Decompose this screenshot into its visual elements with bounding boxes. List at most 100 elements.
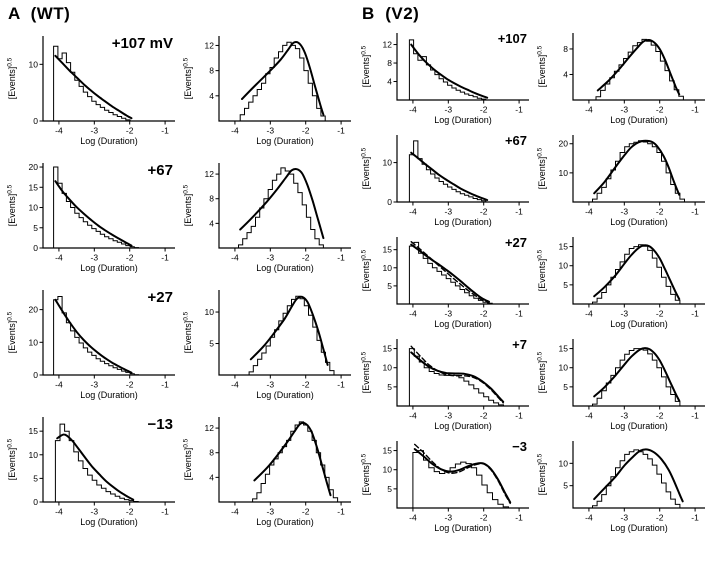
x-tick-label: -3: [91, 253, 99, 263]
y-tick-label: 4: [563, 69, 568, 79]
axis-lines: [218, 36, 351, 122]
fit-curve-solid: [241, 41, 325, 116]
y-tick-label: 10: [559, 261, 569, 271]
x-axis-label: Log (Duration): [80, 263, 138, 273]
panel-B-chart-grid: 4 8 12 -4 -3 -2 -1 Log (Duration) [Events]0.5 +10…: [360, 25, 714, 534]
x-tick-label: -3: [267, 126, 275, 136]
x-tick-label: -4: [585, 207, 593, 217]
x-tick-label: -4: [55, 380, 63, 390]
chart-svg-A1R: 4 8 12 -4 -3 -2 -1 Log (Duration) [Events]0.5: [183, 36, 351, 146]
x-tick-label: -2: [126, 253, 134, 263]
x-tick-label: -3: [445, 207, 453, 217]
x-tick-label: -3: [445, 411, 453, 421]
x-axis-label: Log (Duration): [256, 136, 314, 146]
x-tick-label: -3: [91, 380, 99, 390]
chart-svg-B1R: 4 8 -4 -3 -2 -1 Log (Duration) [Events]0.5: [537, 33, 705, 125]
x-tick-label: -4: [585, 309, 593, 319]
x-tick-label: -1: [691, 513, 699, 523]
y-tick-label: 15: [29, 182, 39, 192]
chart-B1R-open-times: 4 8 -4 -3 -2 -1 Log (Duration) [Events]0.5: [536, 25, 710, 126]
x-tick-label: -3: [621, 309, 629, 319]
x-axis-label: Log (Duration): [610, 523, 668, 533]
x-tick-label: -4: [55, 507, 63, 517]
x-tick-label: -4: [585, 513, 593, 523]
y-tick-label: 15: [559, 344, 569, 354]
chart-A2L-closed-times: 0 5 10 15 20 -4 -3 -2 -1 Log (Duration) [Events]0.…: [6, 152, 180, 276]
panel-A-chart-grid: 0 10 -4 -3 -2 -1 Log (Duration) [Events]0.5 +107…: [6, 25, 354, 530]
panel-A-title: A (WT): [8, 4, 71, 23]
x-axis-label: Log (Duration): [256, 517, 314, 527]
chart-A4R-open-times: 4 8 12 -4 -3 -2 -1 Log (Duration) [Events]0.5: [182, 406, 356, 530]
chart-B3L-closed-times: 5 10 15 -4 -3 -2 -1 Log (Duration) [Events]0.5 +2…: [360, 229, 534, 330]
voltage-label: +107: [498, 31, 527, 46]
y-tick-label: 15: [29, 426, 39, 436]
x-tick-label: -1: [161, 380, 169, 390]
chart-svg-A1L: 0 10 -4 -3 -2 -1 Log (Duration) [Events]0.5 +107…: [7, 35, 175, 146]
x-tick-label: -4: [409, 513, 417, 523]
y-tick-label: 10: [29, 59, 39, 69]
voltage-label: −3: [512, 439, 527, 454]
y-tick-label: 5: [33, 473, 38, 483]
y-tick-label: 8: [563, 44, 568, 54]
axis-lines: [218, 290, 351, 376]
x-tick-label: -4: [231, 253, 239, 263]
x-tick-label: -2: [480, 207, 488, 217]
y-tick-label: 12: [205, 40, 215, 50]
x-tick-label: -4: [409, 411, 417, 421]
x-tick-label: -2: [480, 513, 488, 523]
x-tick-label: -4: [231, 507, 239, 517]
y-tick-label: 15: [383, 446, 393, 456]
y-tick-label: 4: [209, 218, 214, 228]
x-tick-label: -3: [267, 253, 275, 263]
fit-curve-solid: [593, 347, 681, 402]
x-axis-label: Log (Duration): [610, 421, 668, 431]
x-axis-label: Log (Duration): [256, 390, 314, 400]
y-tick-label: 0: [387, 197, 392, 207]
y-axis-label: [Events]0.5: [361, 351, 372, 393]
x-tick-label: -4: [231, 380, 239, 390]
y-axis-label: [Events]0.5: [361, 45, 372, 87]
chart-A3R-open-times: 5 10 -4 -3 -2 -1 Log (Duration) [Events]0.5: [182, 279, 356, 403]
fit-curve-dashed: [410, 241, 490, 304]
x-tick-label: -1: [337, 126, 345, 136]
voltage-label: −13: [148, 416, 173, 433]
x-tick-label: -1: [515, 411, 523, 421]
y-tick-label: 5: [563, 481, 568, 491]
x-tick-label: -1: [691, 411, 699, 421]
y-tick-label: 10: [29, 450, 39, 460]
chart-B2L-closed-times: 0 10 -4 -3 -2 -1 Log (Duration) [Events]0.5 +67: [360, 127, 534, 228]
fit-curve-solid: [410, 43, 489, 99]
histogram-steps: [252, 421, 339, 502]
chart-svg-B3L: 5 10 15 -4 -3 -2 -1 Log (Duration) [Events]0.5 +2…: [361, 235, 529, 329]
x-axis-label: Log (Duration): [434, 421, 492, 431]
y-axis-label: [Events]0.5: [7, 57, 18, 99]
x-tick-label: -2: [302, 126, 310, 136]
y-tick-label: 8: [387, 58, 392, 68]
x-tick-label: -3: [91, 507, 99, 517]
x-tick-label: -1: [337, 253, 345, 263]
x-axis-label: Log (Duration): [610, 319, 668, 329]
chart-svg-B5R: 5 10 -4 -3 -2 -1 Log (Duration) [Events]0.5: [537, 441, 705, 533]
axis-lines: [218, 417, 351, 503]
x-tick-label: -3: [267, 380, 275, 390]
chart-svg-B3R: 5 10 15 -4 -3 -2 -1 Log (Duration) [Events]0.5: [537, 237, 705, 329]
fit-curve-solid: [54, 180, 133, 247]
y-axis-label: [Events]0.5: [183, 438, 194, 480]
axis-lines: [572, 135, 705, 203]
y-tick-label: 5: [33, 223, 38, 233]
y-tick-label: 5: [387, 382, 392, 392]
chart-svg-B5L: 5 10 15 -4 -3 -2 -1 Log (Duration) [Events]0.5 −3: [361, 439, 529, 533]
axis-lines: [572, 33, 705, 101]
axis-lines: [396, 339, 529, 407]
chart-B2R-open-times: 10 20 -4 -3 -2 -1 Log (Duration) [Events]0.5: [536, 127, 710, 228]
y-tick-label: 10: [383, 158, 393, 168]
x-tick-label: -1: [337, 507, 345, 517]
chart-A2R-open-times: 4 8 12 -4 -3 -2 -1 Log (Duration) [Events]0.5: [182, 152, 356, 276]
x-tick-label: -2: [656, 207, 664, 217]
x-tick-label: -3: [445, 513, 453, 523]
x-tick-label: -1: [161, 253, 169, 263]
x-axis-label: Log (Duration): [434, 115, 492, 125]
voltage-label: +7: [512, 337, 527, 352]
axis-lines: [396, 33, 529, 101]
x-axis-label: Log (Duration): [610, 115, 668, 125]
